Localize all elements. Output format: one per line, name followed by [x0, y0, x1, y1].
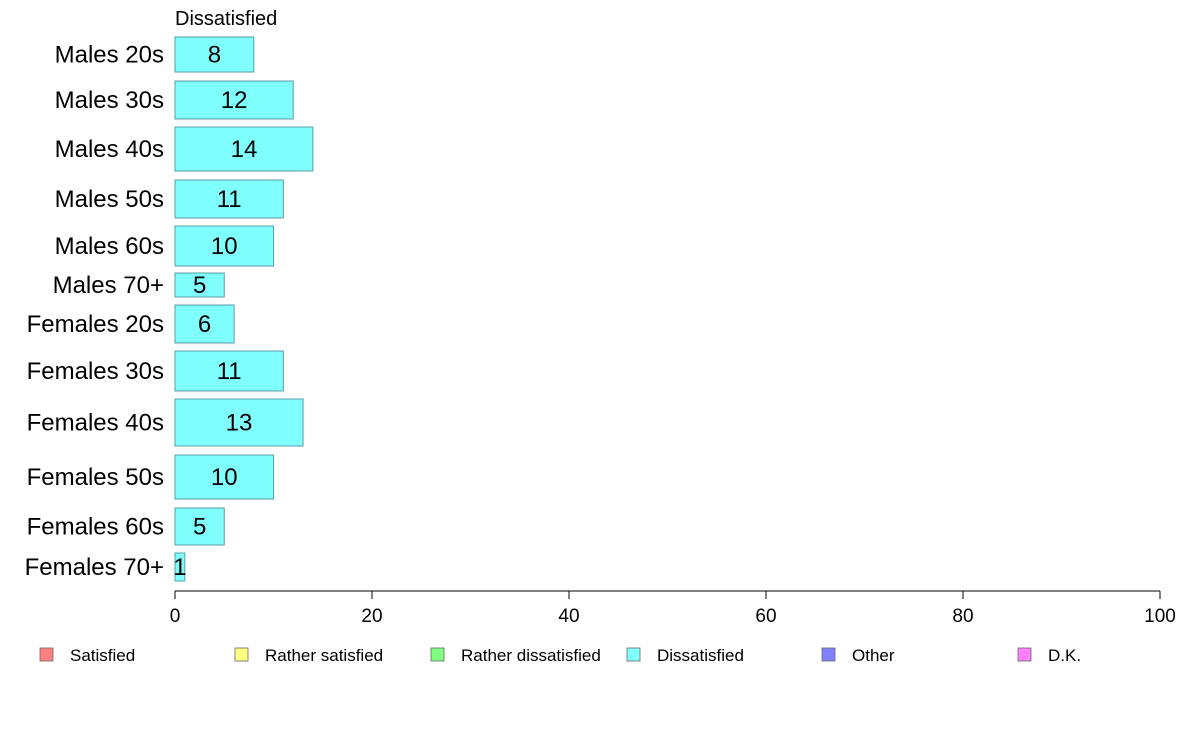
bar-value-label: 5	[193, 514, 206, 541]
category-label: Males 50s	[55, 186, 164, 213]
category-label: Males 30s	[55, 87, 164, 114]
bar	[174, 552, 186, 582]
category-label: Females 30s	[27, 358, 164, 385]
bar-value-label: 14	[231, 136, 258, 163]
legend-swatch	[234, 647, 249, 662]
bar	[174, 350, 284, 392]
bar	[174, 36, 255, 73]
bar	[174, 454, 274, 500]
bar	[174, 225, 274, 267]
bar-value-label: 12	[221, 87, 248, 114]
category-label: Males 40s	[55, 136, 164, 163]
legend-label: Rather dissatisfied	[461, 646, 601, 665]
bar	[174, 80, 294, 120]
legend-swatch	[1017, 647, 1032, 662]
category-label: Females 40s	[27, 410, 164, 437]
bar-value-label: 13	[226, 410, 253, 437]
legend-swatch	[39, 647, 54, 662]
bar-value-label: 1	[173, 554, 186, 581]
legend-label: Dissatisfied	[657, 646, 744, 665]
category-label: Females 60s	[27, 514, 164, 541]
legend-swatch	[626, 647, 641, 662]
bar-value-label: 11	[217, 358, 242, 385]
legend-swatch	[821, 647, 836, 662]
category-label: Males 60s	[55, 233, 164, 260]
bar	[174, 272, 225, 298]
category-label: Females 70+	[25, 554, 164, 581]
category-label: Males 70+	[53, 272, 164, 299]
legend-label: D.K.	[1048, 646, 1081, 665]
legend-swatch	[430, 647, 445, 662]
x-tick-label: 60	[755, 606, 776, 627]
legend-label: Satisfied	[70, 646, 135, 665]
bar	[174, 507, 225, 546]
x-tick-label: 80	[952, 606, 973, 627]
category-label: Females 50s	[27, 464, 164, 491]
x-tick-label: 0	[170, 606, 181, 627]
category-label: Females 20s	[27, 311, 164, 338]
chart-title: Dissatisfied	[175, 8, 277, 30]
legend-label: Rather satisfied	[265, 646, 383, 665]
x-axis: 0 20 40 60 80 100	[170, 590, 1176, 627]
x-tick-label: 40	[558, 606, 579, 627]
bar	[174, 304, 235, 344]
bar-value-label: 5	[193, 272, 206, 299]
bar-value-label: 8	[208, 42, 221, 69]
bar	[174, 179, 284, 219]
x-tick-label: 100	[1144, 606, 1176, 627]
bar	[174, 126, 314, 172]
category-label: Males 20s	[55, 42, 164, 69]
bar	[174, 398, 304, 447]
bar-value-label: 6	[198, 311, 211, 338]
bar-value-label: 10	[211, 464, 238, 491]
bar-group: Males 20s 8 Males 30s 12 Males 40s 14 Males 50…	[25, 36, 314, 582]
legend: Satisfied Rather satisfied Rather dissatis…	[39, 646, 1081, 665]
bar-value-label: 10	[211, 233, 238, 260]
legend-label: Other	[852, 646, 895, 665]
x-tick-label: 20	[361, 606, 382, 627]
bar-value-label: 11	[217, 186, 242, 213]
